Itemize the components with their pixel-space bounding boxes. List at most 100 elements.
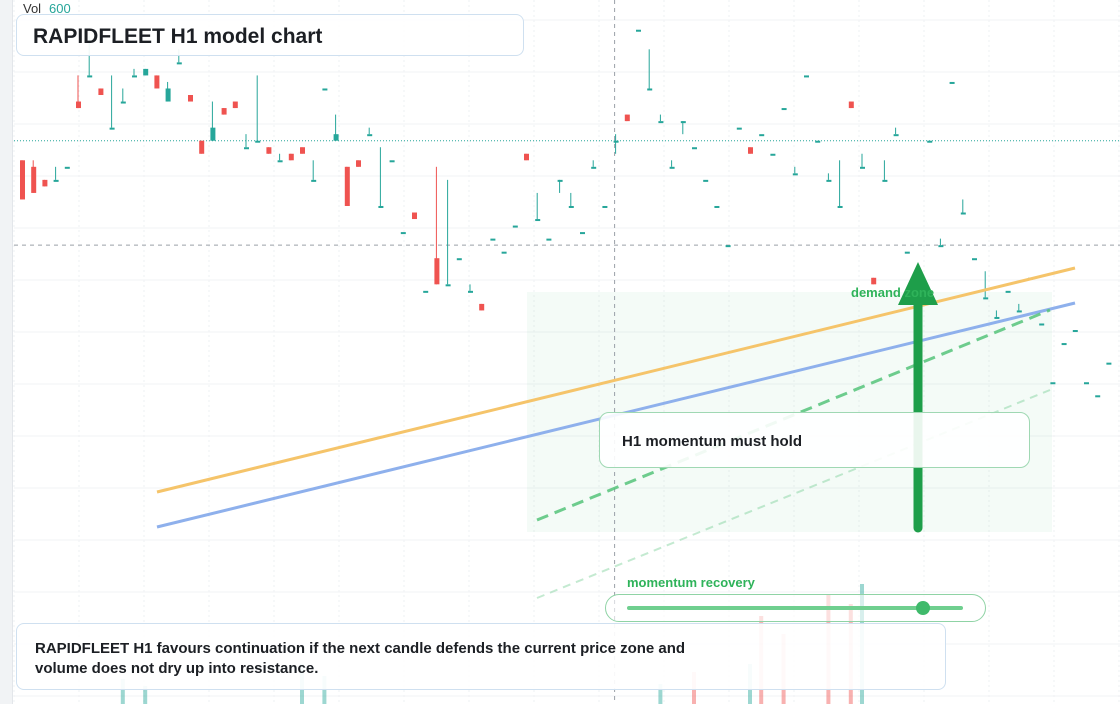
candle-body: [255, 140, 261, 143]
candle-body: [882, 179, 888, 182]
candle-body: [960, 212, 966, 215]
candle-body: [860, 166, 865, 169]
candle-body: [76, 101, 81, 109]
candle-body: [826, 179, 832, 182]
candle-body: [423, 290, 429, 293]
candle-body: [389, 160, 395, 163]
momentum-slider-track[interactable]: [627, 606, 963, 610]
candle-body: [568, 205, 574, 208]
candle-body: [949, 81, 955, 84]
candle-body: [412, 212, 417, 220]
candle-body: [1016, 310, 1022, 313]
candle-body: [87, 75, 93, 78]
candle-body: [983, 297, 989, 300]
candle-body: [501, 251, 507, 254]
candle-body: [680, 121, 686, 124]
candle-body: [1084, 382, 1089, 385]
candle-body: [636, 29, 641, 32]
volume-value: 600: [49, 1, 71, 16]
candle-body: [703, 179, 709, 182]
candle-body: [748, 147, 753, 154]
candle-body: [333, 134, 339, 141]
summary-panel: RAPIDFLEET H1 favours continuation if th…: [16, 623, 946, 690]
candle-body: [64, 166, 70, 169]
candle-body: [792, 173, 798, 176]
candle-body: [468, 290, 473, 293]
candle-body: [714, 205, 720, 208]
candle-body: [602, 205, 608, 208]
candle-body: [400, 232, 406, 235]
candle-body: [1005, 290, 1011, 293]
candle-body: [221, 108, 227, 115]
volume-bar: [658, 684, 663, 704]
summary-text: RAPIDFLEET H1 favours continuation if th…: [35, 640, 686, 677]
candle-body: [1106, 362, 1112, 365]
candle-body: [535, 219, 541, 222]
candle-body: [692, 147, 697, 150]
candle-body: [20, 160, 25, 200]
price-scale-edge: [0, 0, 13, 704]
candle-body: [624, 114, 630, 122]
volume-bar: [120, 679, 125, 704]
candle-body: [445, 284, 451, 287]
chart-title-panel: RAPIDFLEET H1 model chart: [16, 14, 524, 56]
candle-body: [199, 140, 205, 154]
candle-body: [1095, 395, 1101, 398]
candle-body: [98, 88, 104, 96]
candle-body: [658, 121, 664, 124]
candle-body: [266, 147, 272, 154]
candle-body: [367, 134, 373, 137]
candle-body: [434, 258, 440, 285]
candle-body: [546, 238, 552, 241]
candle-body: [557, 179, 563, 182]
candle-body: [904, 251, 910, 254]
candle-body: [994, 316, 1000, 319]
candle-body: [781, 108, 787, 111]
candle-body: [344, 166, 350, 206]
candle-body: [143, 68, 149, 76]
candle-body: [524, 153, 529, 161]
candle-body: [736, 127, 742, 130]
momentum-slider-label: momentum recovery: [627, 575, 755, 590]
candle-body: [232, 101, 238, 109]
candle-body: [356, 160, 361, 167]
candle-body: [725, 245, 731, 248]
candle-body: [479, 303, 485, 311]
candle-body: [288, 153, 294, 161]
volume-bar: [322, 676, 327, 704]
candle-body: [109, 127, 115, 130]
candle-body: [512, 225, 518, 228]
chart-title: RAPIDFLEET H1 model chart: [33, 25, 323, 48]
candle-body: [120, 101, 126, 104]
candle-body: [972, 258, 977, 261]
candle-body: [176, 62, 182, 65]
candle-body: [1050, 382, 1056, 385]
candle-body: [311, 179, 317, 182]
candle-body: [871, 277, 877, 285]
bullish-arrow-head: [898, 262, 938, 305]
candle-body: [927, 140, 933, 143]
candle-body: [378, 205, 384, 208]
candle-body: [893, 134, 899, 137]
candle-body: [815, 140, 821, 143]
candle-body: [647, 88, 653, 91]
demand-zone-label: demand zone: [851, 285, 935, 300]
candle-body: [1072, 330, 1078, 333]
candle-body: [837, 205, 843, 208]
candle-body: [669, 166, 675, 169]
candle-body: [244, 147, 249, 150]
candle-body: [613, 140, 619, 143]
candle-body: [490, 238, 496, 241]
momentum-note-text: H1 momentum must hold: [622, 433, 803, 450]
candle-body: [804, 75, 809, 78]
momentum-slider[interactable]: [605, 594, 986, 622]
candle-body: [759, 134, 765, 137]
candle-body: [53, 179, 59, 182]
volume-label: Vol: [23, 1, 42, 16]
candle-body: [1061, 343, 1067, 346]
momentum-slider-handle[interactable]: [915, 601, 930, 615]
candle-body: [770, 153, 776, 156]
volume-bar: [143, 686, 148, 704]
candle-body: [277, 160, 283, 163]
candle-body: [322, 88, 328, 91]
